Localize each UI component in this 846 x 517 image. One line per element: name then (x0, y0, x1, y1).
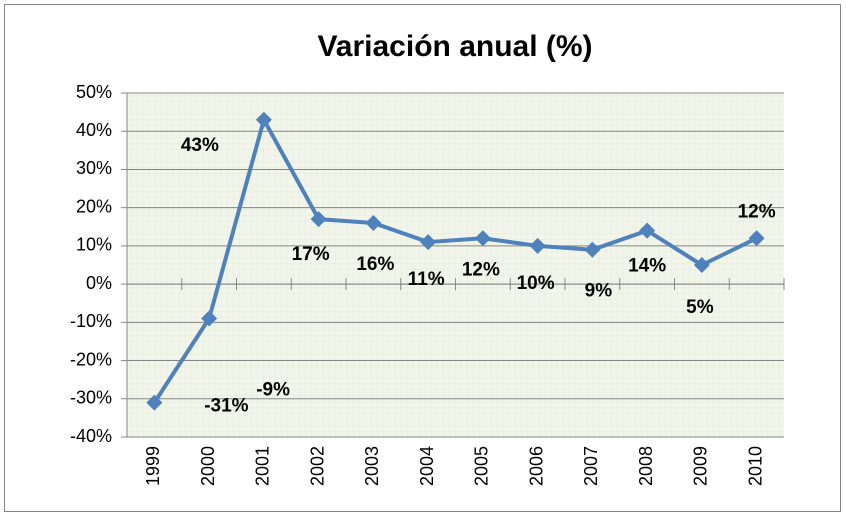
y-tick-label: -10% (70, 311, 112, 331)
x-tick-label: 2008 (636, 446, 656, 486)
data-label: 14% (628, 256, 666, 277)
y-tick-label: 50% (76, 82, 112, 102)
marker (474, 230, 491, 247)
marker (748, 230, 765, 247)
x-tick-label: 2006 (526, 446, 546, 486)
chart-title: Variación anual (%) (317, 30, 592, 63)
line (152, 117, 758, 404)
y-tick-label: 20% (76, 196, 112, 216)
x-tick-label: 2009 (691, 446, 711, 486)
marker (255, 111, 272, 128)
data-label: 5% (686, 297, 714, 318)
x-tick-label: 2000 (198, 446, 218, 486)
y-tick-label: 0% (86, 273, 112, 293)
marker (693, 257, 710, 273)
data-label: -9% (256, 380, 290, 401)
y-tick-label: -30% (70, 388, 112, 408)
x-tick-label: 2007 (581, 446, 601, 486)
data-label: 43% (181, 135, 219, 156)
data-label: 11% (408, 269, 445, 290)
x-tick-label: 2005 (472, 446, 492, 486)
x-tick-label: 2010 (745, 446, 765, 486)
marker (365, 214, 382, 231)
data-label: 17% (292, 244, 330, 265)
plot-area (127, 93, 784, 437)
data-label: 12% (462, 259, 500, 280)
x-tick-label: 1999 (143, 446, 163, 486)
marker (420, 234, 437, 251)
y-tick-label: 30% (76, 158, 112, 178)
x-tick-label: 2004 (417, 446, 437, 486)
marker (146, 394, 163, 411)
x-tick-label: 2001 (253, 446, 273, 486)
y-tick-label: -20% (70, 349, 112, 369)
data-label: 10% (517, 273, 555, 294)
x-tick-label: 2002 (307, 446, 327, 486)
marker (584, 241, 601, 258)
data-label: 12% (738, 201, 776, 222)
marker (639, 222, 656, 239)
data-label: 9% (585, 281, 613, 302)
marker (310, 211, 327, 228)
x-tick-label: 2003 (362, 446, 382, 486)
y-tick-label: -40% (70, 426, 112, 446)
y-tick-label: 10% (76, 235, 112, 255)
marker (201, 310, 218, 327)
data-label: 16% (356, 254, 394, 275)
y-tick-label: 40% (76, 120, 112, 140)
marker (529, 237, 546, 254)
data-label: -31% (204, 396, 248, 417)
